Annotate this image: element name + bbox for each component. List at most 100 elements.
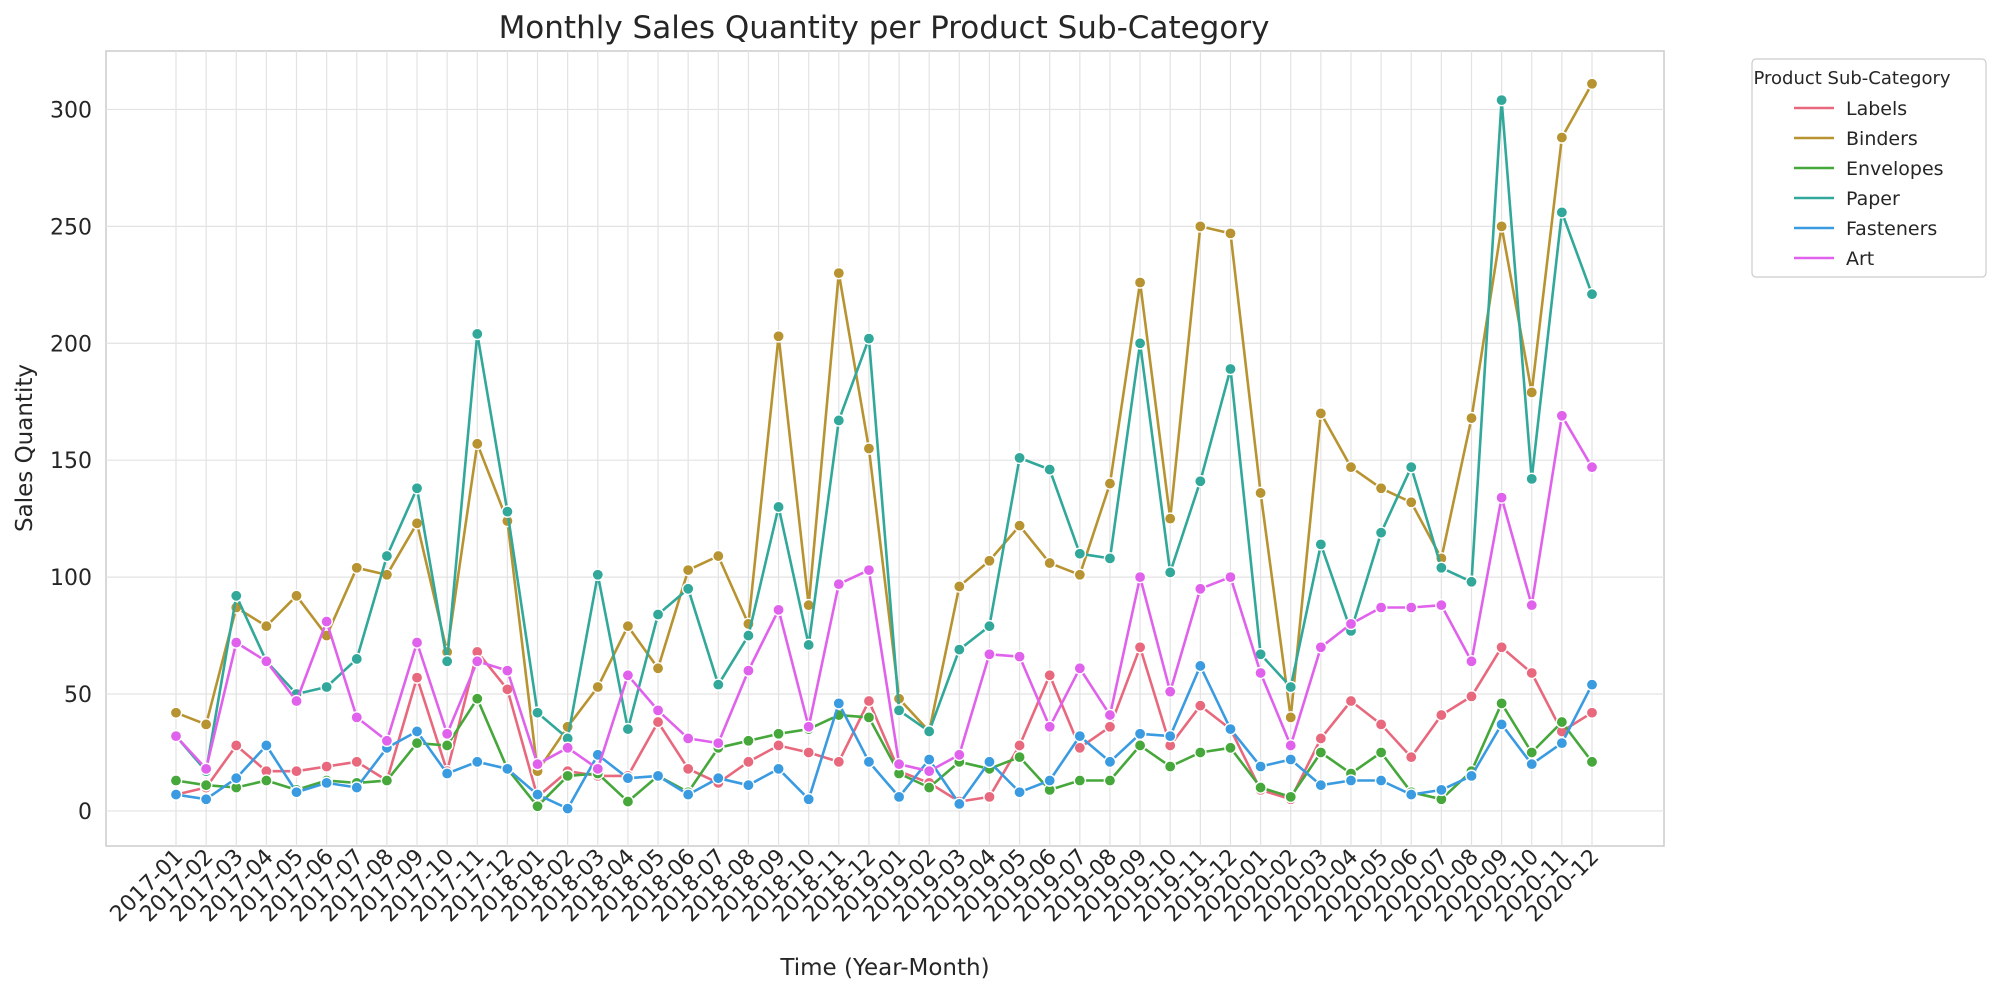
legend-title: Product Sub-Category xyxy=(1753,68,1950,89)
point-binders-2019-12 xyxy=(1224,227,1237,240)
point-envelopes-2018-04 xyxy=(621,795,635,808)
point-art-2017-04 xyxy=(260,654,273,668)
point-labels-2020-10 xyxy=(1525,666,1539,680)
x-axis-label: Time (Year-Month) xyxy=(779,955,989,981)
point-art-2020-10 xyxy=(1525,598,1539,612)
point-fasteners-2020-06 xyxy=(1404,788,1418,801)
point-labels-2019-11 xyxy=(1194,699,1207,713)
point-art-2018-03 xyxy=(591,762,605,776)
point-art-2018-11 xyxy=(832,577,846,591)
point-art-2019-12 xyxy=(1224,570,1237,584)
point-labels-2018-09 xyxy=(772,739,785,752)
point-envelopes-2017-04 xyxy=(260,774,273,787)
point-labels-2018-08 xyxy=(742,755,755,769)
point-art-2020-06 xyxy=(1404,601,1418,614)
point-envelopes-2019-05 xyxy=(1013,750,1026,764)
point-art-2019-06 xyxy=(1043,720,1057,734)
legend-label-fasteners: Fasteners xyxy=(1846,218,1937,240)
point-paper-2019-04 xyxy=(983,619,996,633)
point-envelopes-2017-09 xyxy=(410,736,424,750)
point-envelopes-2019-02 xyxy=(922,781,936,794)
point-paper-2017-07 xyxy=(350,652,364,666)
point-labels-2020-04 xyxy=(1344,694,1358,708)
point-art-2020-12 xyxy=(1585,460,1599,474)
y-axis-label: Sales Quantity xyxy=(12,364,38,532)
point-binders-2018-03 xyxy=(591,680,605,694)
point-binders-2020-03 xyxy=(1314,407,1328,420)
point-paper-2018-03 xyxy=(591,568,605,582)
point-fasteners-2019-08 xyxy=(1103,755,1117,769)
point-fasteners-2019-09 xyxy=(1133,727,1147,741)
point-paper-2017-03 xyxy=(229,589,243,603)
point-envelopes-2019-11 xyxy=(1194,746,1207,759)
point-binders-2020-02 xyxy=(1284,711,1298,724)
point-art-2017-02 xyxy=(199,762,213,776)
point-paper-2018-11 xyxy=(832,414,846,427)
point-binders-2019-08 xyxy=(1103,477,1117,490)
point-paper-2018-10 xyxy=(802,638,815,652)
point-fasteners-2017-03 xyxy=(229,771,243,785)
legend-box xyxy=(1751,58,1987,278)
point-envelopes-2017-10 xyxy=(440,739,454,752)
point-fasteners-2019-05 xyxy=(1013,785,1026,799)
point-binders-2020-10 xyxy=(1525,386,1539,399)
point-binders-2018-05 xyxy=(651,661,665,675)
point-envelopes-2020-01 xyxy=(1254,781,1267,794)
point-art-2017-05 xyxy=(290,694,303,708)
point-paper-2018-07 xyxy=(711,678,725,691)
point-envelopes-2019-08 xyxy=(1103,774,1117,787)
point-art-2018-04 xyxy=(621,669,635,682)
chart-title: Monthly Sales Quantity per Product Sub-C… xyxy=(499,10,1270,46)
point-art-2018-06 xyxy=(681,732,695,745)
point-paper-2018-06 xyxy=(681,582,695,596)
point-envelopes-2018-09 xyxy=(772,727,785,741)
point-fasteners-2017-11 xyxy=(470,755,484,769)
y-tick-label: 150 xyxy=(50,449,92,474)
legend-label-envelopes: Envelopes xyxy=(1846,158,1944,180)
point-binders-2020-01 xyxy=(1254,486,1267,500)
point-paper-2020-12 xyxy=(1585,287,1599,301)
point-paper-2020-05 xyxy=(1374,526,1388,539)
point-paper-2018-08 xyxy=(742,629,755,642)
plot-area xyxy=(105,50,1665,847)
point-art-2020-09 xyxy=(1495,491,1508,504)
point-binders-2020-08 xyxy=(1465,411,1478,425)
point-labels-2019-05 xyxy=(1013,739,1026,752)
point-binders-2019-09 xyxy=(1133,276,1147,289)
point-paper-2019-11 xyxy=(1194,474,1207,488)
legend-item-art: Art xyxy=(1794,248,1874,270)
point-paper-2017-06 xyxy=(320,680,333,694)
point-binders-2019-05 xyxy=(1013,519,1026,532)
point-labels-2020-09 xyxy=(1495,640,1508,654)
point-art-2020-11 xyxy=(1555,409,1569,423)
legend-items: Labels Binders Envelopes Paper Fasteners Art xyxy=(1794,98,1944,270)
legend: Product Sub-Category Labels Binders Envelo… xyxy=(1751,58,1987,278)
y-tick-label: 250 xyxy=(50,215,92,240)
point-binders-2019-07 xyxy=(1073,568,1087,582)
point-fasteners-2018-06 xyxy=(681,788,695,801)
point-paper-2018-09 xyxy=(772,500,785,514)
point-binders-2017-04 xyxy=(260,619,273,633)
point-paper-2020-06 xyxy=(1404,460,1418,474)
point-binders-2018-09 xyxy=(772,329,785,343)
point-fasteners-2017-10 xyxy=(440,767,454,780)
y-tick-label: 100 xyxy=(50,566,92,591)
point-binders-2019-04 xyxy=(983,554,996,568)
point-paper-2017-10 xyxy=(440,654,454,668)
point-art-2019-08 xyxy=(1103,708,1117,722)
point-envelopes-2020-03 xyxy=(1314,746,1328,759)
point-fasteners-2019-04 xyxy=(983,755,996,769)
point-labels-2020-06 xyxy=(1404,750,1418,764)
point-fasteners-2020-10 xyxy=(1525,757,1539,771)
point-binders-2020-12 xyxy=(1585,77,1599,91)
series-line-labels xyxy=(175,645,1593,803)
point-labels-2017-05 xyxy=(290,764,303,778)
point-art-2020-08 xyxy=(1465,654,1478,668)
point-fasteners-2020-11 xyxy=(1555,736,1569,750)
point-binders-2018-11 xyxy=(832,266,846,280)
point-labels-2018-11 xyxy=(832,755,846,769)
point-paper-2019-05 xyxy=(1013,451,1026,465)
point-fasteners-2018-08 xyxy=(742,778,755,792)
point-envelopes-2017-08 xyxy=(380,774,394,787)
point-fasteners-2019-02 xyxy=(922,753,936,766)
